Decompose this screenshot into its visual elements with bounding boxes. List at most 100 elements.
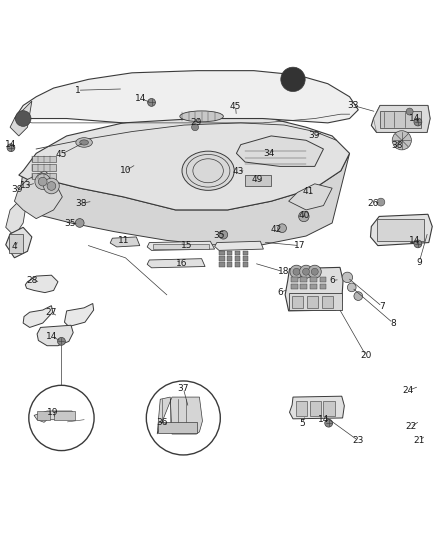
Polygon shape [374,106,430,133]
Text: 21: 21 [413,436,425,445]
Text: 4: 4 [12,243,17,252]
Polygon shape [25,275,58,293]
Polygon shape [289,184,332,210]
Ellipse shape [180,111,223,122]
Text: 43: 43 [233,167,244,176]
Text: 14: 14 [5,140,17,149]
Text: 49: 49 [251,175,263,184]
Bar [307,296,318,308]
Circle shape [219,230,228,239]
Circle shape [377,198,385,206]
Bar [300,284,307,289]
Bar [227,256,233,261]
Circle shape [57,337,65,345]
Polygon shape [290,396,344,419]
Bar [235,251,240,255]
Polygon shape [34,411,74,422]
Text: 20: 20 [360,351,372,360]
Text: 29: 29 [191,118,202,127]
Text: 13: 13 [20,181,31,190]
Bar [235,256,240,261]
Bar [291,284,298,289]
Text: 6: 6 [277,288,283,297]
Text: 19: 19 [47,408,59,417]
Text: 7: 7 [379,302,385,311]
Circle shape [293,268,300,275]
Bar [380,111,421,128]
Text: 34: 34 [263,149,275,158]
Bar [227,262,233,266]
Text: 14: 14 [409,236,420,245]
Circle shape [44,178,59,194]
Polygon shape [237,136,323,166]
Polygon shape [215,241,263,251]
Polygon shape [37,325,73,346]
Text: 14: 14 [409,114,420,123]
Bar [320,284,326,289]
Bar [320,277,326,282]
Circle shape [35,174,50,189]
Text: 10: 10 [120,166,131,175]
Circle shape [300,265,313,278]
Bar [219,251,225,255]
Bar [32,156,56,162]
Text: 15: 15 [180,241,192,250]
Bar [32,164,56,171]
Bar [377,220,424,241]
Text: 8: 8 [390,319,396,328]
Bar [158,422,197,433]
Text: 37: 37 [177,384,189,393]
Bar [322,296,333,308]
Circle shape [146,381,220,455]
Bar [310,400,321,416]
Text: 6: 6 [329,276,335,285]
Text: 28: 28 [26,276,38,285]
Bar [243,251,248,255]
Circle shape [392,131,411,150]
Ellipse shape [182,151,234,190]
Text: 9: 9 [417,257,422,266]
Circle shape [290,265,303,278]
Circle shape [406,108,413,115]
Text: 14: 14 [135,94,146,103]
Bar [53,411,74,419]
Text: 14: 14 [46,332,57,341]
Bar [32,173,56,180]
Text: 39: 39 [308,132,320,140]
Text: 45: 45 [230,102,241,111]
Text: 33: 33 [347,101,359,110]
Circle shape [299,211,309,222]
Circle shape [342,272,353,282]
Circle shape [347,283,356,292]
Text: 24: 24 [403,386,414,395]
Bar [243,256,248,261]
Bar [37,411,50,419]
Polygon shape [147,259,205,268]
Circle shape [191,124,198,131]
Polygon shape [285,268,343,311]
Polygon shape [14,171,62,219]
Text: 36: 36 [157,418,168,427]
Polygon shape [371,214,432,246]
Text: 35: 35 [213,231,225,240]
Text: 35: 35 [64,220,76,228]
Text: 38: 38 [391,141,403,150]
Polygon shape [14,71,358,123]
Circle shape [29,385,94,450]
Text: 5: 5 [299,419,304,427]
Circle shape [325,419,332,427]
Circle shape [75,219,84,228]
Polygon shape [10,101,32,136]
Bar [227,251,233,255]
Bar [292,296,304,308]
Polygon shape [147,241,215,251]
Bar [243,262,248,266]
Text: 14: 14 [318,415,329,424]
Text: 18: 18 [278,267,289,276]
Text: 27: 27 [46,308,57,317]
Polygon shape [371,106,430,133]
Bar [310,284,317,289]
Polygon shape [6,228,32,258]
Text: 45: 45 [56,150,67,159]
Polygon shape [23,305,53,327]
